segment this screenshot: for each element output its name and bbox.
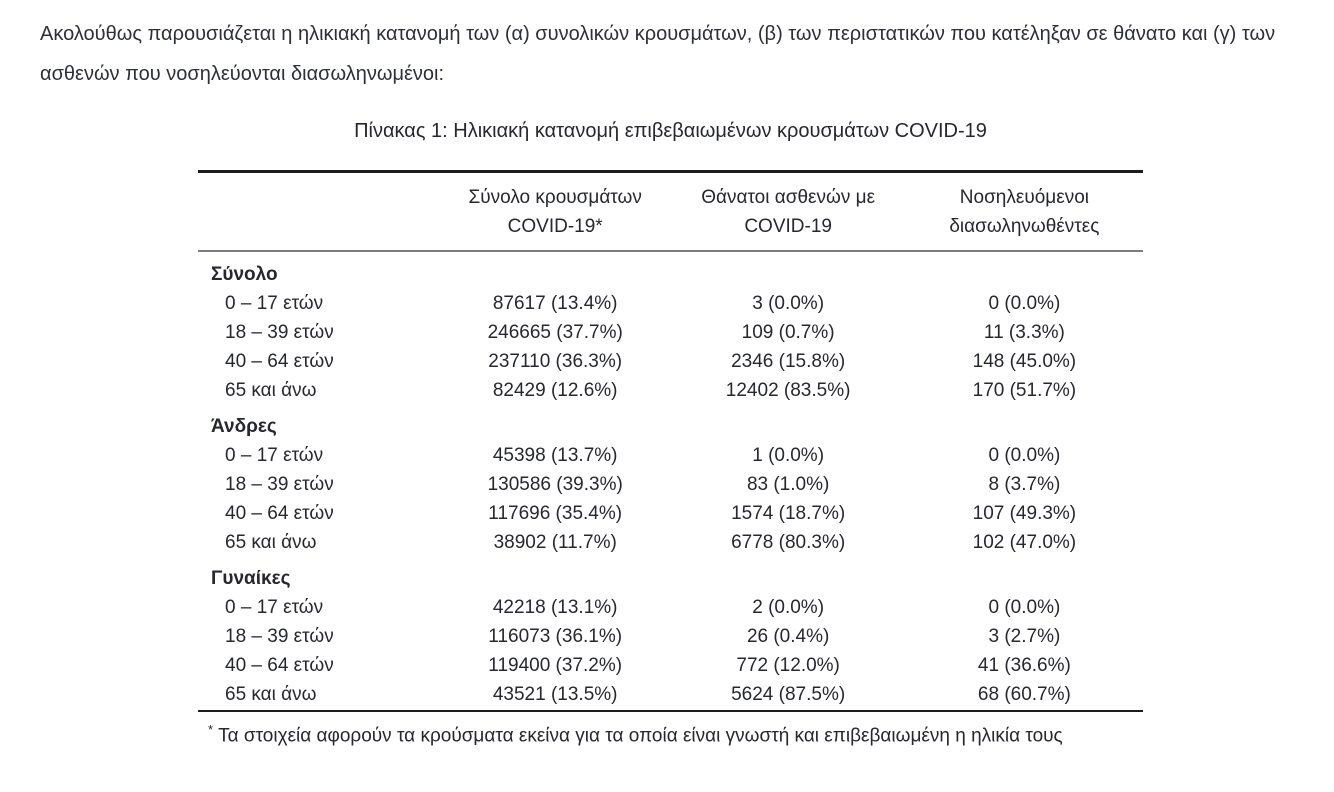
intubated-cell: 148 (45.0%) [972,351,1077,372]
data-row: 65 και άνω 43521 (13.5%) 5624 (87.5%) 68 (6… [198,681,1143,711]
intubated-cell: 3 (2.7%) [988,626,1061,647]
intubated-cell: 0 (0.0%) [988,597,1061,618]
intubated-cell: 11 (3.3%) [983,322,1065,343]
data-row: 65 και άνω 82429 (12.6%) 12402 (83.5%) 170 … [198,377,1143,406]
data-row: 0 – 17 ετών 45398 (13.7%) 1 (0.0%) 0 (0.0%) [198,442,1143,471]
deaths-cell: 5624 (87.5%) [731,684,846,705]
deaths-cell: 6778 (80.3%) [731,532,846,553]
col-header-intubated: Νοσηλευόμενοι διασωληνωθέντες [905,171,1143,252]
col-header-intubated-line2: διασωληνωθέντες [949,216,1100,237]
data-row: 18 – 39 ετών 116073 (36.1%) 26 (0.4%) 3 (2.… [198,623,1143,652]
deaths-cell: 1574 (18.7%) [731,503,846,524]
cases-cell: 42218 (13.1%) [492,597,618,618]
cases-cell: 38902 (11.7%) [493,532,617,553]
age-label: 0 – 17 ετών [225,445,324,466]
section-row: Άνδρες [198,406,1143,442]
table-title: Πίνακας 1: Ηλικιακή κατανομή επιβεβαιωμέ… [354,120,987,142]
col-header-cases-line2: COVID-19* [507,216,603,237]
col-header-deaths: Θάνατοι ασθενών με COVID-19 [670,171,906,252]
section-row: Γυναίκες [198,558,1143,594]
section-label: Γυναίκες [211,568,291,589]
age-label: 40 – 64 ετών [225,655,334,676]
data-row: 40 – 64 ετών 237110 (36.3%) 2346 (15.8%) 14… [198,348,1143,377]
col-header-empty [198,171,440,252]
section-row: Σύνολο [198,251,1143,290]
age-label: 18 – 39 ετών [225,474,334,495]
deaths-cell: 1 (0.0%) [752,445,825,466]
age-label: 65 και άνω [225,532,317,553]
cases-cell: 43521 (13.5%) [492,684,618,705]
data-row: 65 και άνω 38902 (11.7%) 6778 (80.3%) 102 (… [198,529,1143,558]
covid-age-table: Σύνολο κρουσμάτων COVID-19* Θάνατοι ασθε… [198,170,1143,712]
deaths-cell: 26 (0.4%) [746,626,830,647]
cases-cell: 246665 (37.7%) [487,322,623,343]
deaths-cell: 12402 (83.5%) [725,380,851,401]
header-row: Σύνολο κρουσμάτων COVID-19* Θάνατοι ασθε… [198,171,1143,252]
cases-cell: 117696 (35.4%) [488,503,623,524]
data-row: 40 – 64 ετών 117696 (35.4%) 1574 (18.7%) 10… [198,500,1143,529]
age-label: 40 – 64 ετών [225,351,334,372]
cases-cell: 45398 (13.7%) [492,445,618,466]
col-header-intubated-line1: Νοσηλευόμενοι [959,187,1089,208]
intubated-cell: 8 (3.7%) [988,474,1061,495]
age-label: 40 – 64 ετών [225,503,334,524]
age-label: 0 – 17 ετών [225,597,324,618]
table-body: Σύνολο 0 – 17 ετών 87617 (13.4%) 3 (0.0%) 0 … [198,251,1143,711]
age-label: 65 και άνω [225,684,317,705]
cases-cell: 119400 (37.2%) [488,655,623,676]
footnote-text: Τα στοιχεία αφορούν τα κρούσματα εκείνα … [218,725,1063,747]
intubated-cell: 41 (36.6%) [977,655,1071,676]
cases-cell: 130586 (39.3%) [487,474,623,495]
section-label: Άνδρες [211,416,277,437]
table-section: Πίνακας 1: Ηλικιακή κατανομή επιβεβαιωμέ… [198,120,1143,749]
intubated-cell: 0 (0.0%) [988,445,1061,466]
cases-cell: 237110 (36.3%) [488,351,623,372]
col-header-deaths-line2: COVID-19 [744,216,832,237]
col-header-deaths-line1: Θάνατοι ασθενών με [701,187,876,208]
data-row: 40 – 64 ετών 119400 (37.2%) 772 (12.0%) 41 … [198,652,1143,681]
footnote-marker: * [208,722,214,737]
deaths-cell: 3 (0.0%) [752,293,825,314]
age-label: 18 – 39 ετών [225,322,334,343]
intubated-cell: 102 (47.0%) [972,532,1077,553]
table-header: Σύνολο κρουσμάτων COVID-19* Θάνατοι ασθε… [198,171,1143,252]
footnote: * Τα στοιχεία αφορούν τα κρούσματα εκείνα… [198,712,1143,749]
cases-cell: 82429 (12.6%) [492,380,618,401]
data-row: 0 – 17 ετών 87617 (13.4%) 3 (0.0%) 0 (0.0%) [198,290,1143,319]
col-header-cases: Σύνολο κρουσμάτων COVID-19* [439,171,671,252]
data-row: 18 – 39 ετών 130586 (39.3%) 83 (1.0%) 8 (3.… [198,471,1143,500]
intubated-cell: 107 (49.3%) [972,503,1077,524]
deaths-cell: 83 (1.0%) [746,474,830,495]
data-row: 0 – 17 ετών 42218 (13.1%) 2 (0.0%) 0 (0.0%) [198,594,1143,623]
age-label: 18 – 39 ετών [225,626,334,647]
intro-paragraph: Ακολούθως παρουσιάζεται η ηλικιακή καταν… [40,23,1276,85]
intubated-cell: 68 (60.7%) [977,684,1071,705]
data-row: 18 – 39 ετών 246665 (37.7%) 109 (0.7%) 11 (… [198,319,1143,348]
col-header-cases-line1: Σύνολο κρουσμάτων [468,187,642,208]
section-label: Σύνολο [211,264,278,285]
intubated-cell: 0 (0.0%) [988,293,1061,314]
intubated-cell: 170 (51.7%) [972,380,1077,401]
deaths-cell: 109 (0.7%) [741,322,835,343]
age-label: 0 – 17 ετών [225,293,324,314]
deaths-cell: 2 (0.0%) [752,597,825,618]
cases-cell: 116073 (36.1%) [488,626,623,647]
deaths-cell: 2346 (15.8%) [731,351,846,372]
deaths-cell: 772 (12.0%) [736,655,840,676]
age-label: 65 και άνω [225,380,317,401]
cases-cell: 87617 (13.4%) [492,293,618,314]
